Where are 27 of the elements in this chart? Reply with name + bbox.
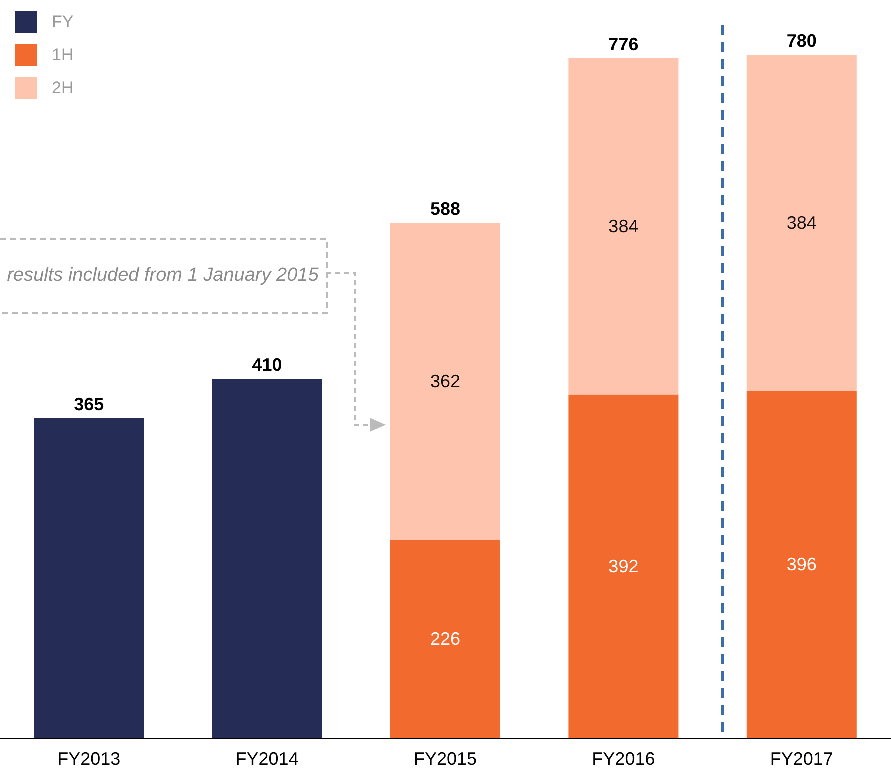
total-label: 588: [430, 199, 461, 220]
x-tick-label: FY2014: [236, 749, 299, 769]
data-label: 226: [430, 629, 461, 650]
bar: [212, 378, 322, 738]
x-tick-label: FY2017: [770, 749, 834, 769]
data-label: 392: [608, 556, 639, 576]
bar: [390, 223, 500, 540]
total-label: 780: [786, 31, 817, 51]
x-tick-label: FY2013: [58, 749, 121, 769]
bar: [746, 55, 857, 392]
bar: [390, 540, 500, 738]
bar: [568, 58, 679, 395]
total-label: 365: [74, 394, 104, 414]
x-tick-label: FY2015: [414, 749, 478, 769]
legend-label: FY: [52, 12, 74, 32]
legend-label: 1H: [52, 46, 74, 64]
total-label: 410: [252, 354, 282, 375]
total-label: 776: [608, 34, 639, 55]
bar: [746, 391, 857, 738]
data-label: 362: [430, 372, 461, 392]
legend-label: 2H: [52, 78, 74, 98]
bar: [34, 418, 144, 738]
data-label: 384: [786, 213, 817, 234]
x-tick-label: FY2016: [592, 749, 656, 769]
data-label: 396: [786, 554, 817, 575]
bar: [568, 394, 679, 738]
data-label: 384: [608, 216, 639, 237]
